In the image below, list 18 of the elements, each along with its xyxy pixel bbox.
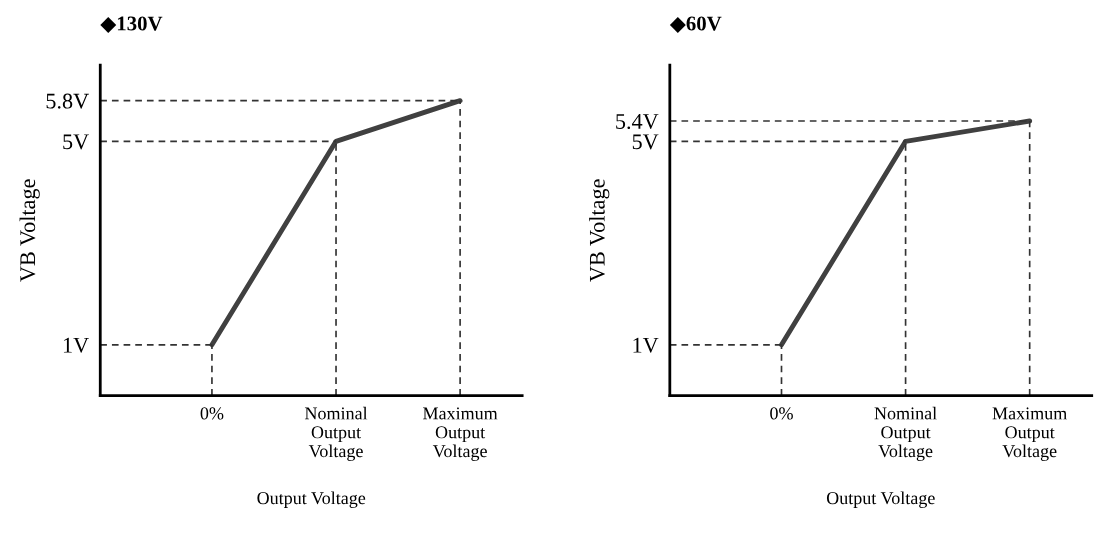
y-axis-title: VB Voltage — [589, 179, 610, 282]
y-tick-label: 5V — [632, 134, 659, 150]
x-axis-title: Output Voltage — [826, 491, 935, 508]
y-tick-label: 1V — [63, 337, 89, 353]
y-tick-label: 1V — [633, 337, 659, 353]
x-tick-label: 0% — [200, 407, 224, 420]
y-tick-label: 5.8V — [46, 93, 89, 109]
x-tick-label: Nominal Output Voltage — [304, 406, 368, 461]
x-tick-label: Maximum Output Voltage — [423, 407, 498, 461]
x-tick-label: Maximum Output Voltage — [992, 407, 1068, 461]
y-tick-label: 5.4V — [616, 114, 659, 130]
y-axis-title: VB Voltage — [19, 179, 40, 282]
y-tick-label: 5V — [63, 134, 89, 150]
chart-title: ◆130V — [100, 16, 163, 33]
x-tick-label: Nominal Output Voltage — [874, 406, 937, 461]
chart-title: ◆60V — [669, 16, 722, 33]
x-axis-title: Output Voltage — [257, 491, 366, 508]
x-tick-label: 0% — [770, 407, 793, 420]
